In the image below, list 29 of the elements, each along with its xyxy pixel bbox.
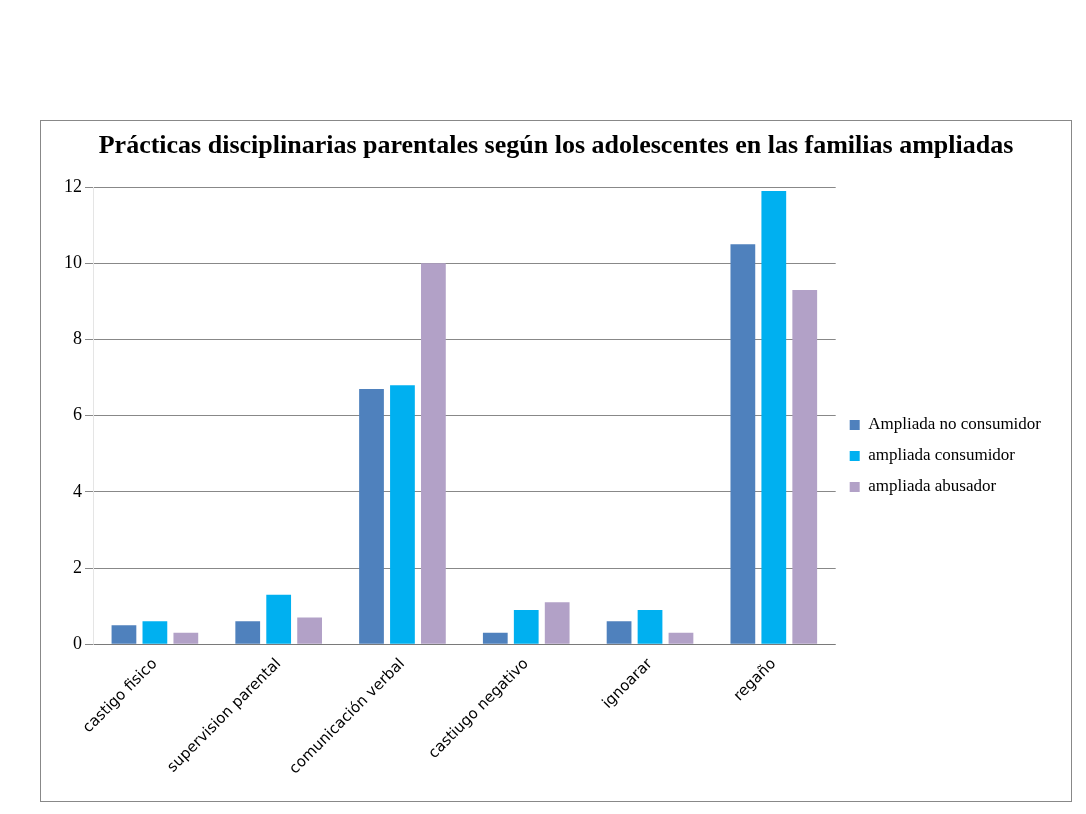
bar: [544, 602, 570, 644]
y-tick-label: 10: [64, 252, 82, 273]
y-tick-label: 2: [73, 556, 82, 577]
bar: [730, 244, 756, 644]
bar: [111, 625, 137, 644]
y-tick-label: 0: [73, 632, 82, 653]
legend-label: ampliada consumidor: [868, 445, 1016, 465]
bar: [173, 632, 199, 644]
bar: [606, 621, 632, 644]
chart-title: Prácticas disciplinarias parentales según los adolescentes en las familias ampliadas: [98, 130, 1014, 160]
y-tick-label: 12: [64, 175, 82, 196]
bar: [266, 594, 292, 644]
bar: [359, 389, 384, 644]
bar: [513, 609, 539, 644]
bar: [668, 632, 694, 644]
bar: [792, 290, 818, 644]
y-tick-label: 6: [73, 404, 82, 425]
legend-label: Ampliada no consumidor: [868, 414, 1042, 434]
bar: [761, 191, 787, 644]
bar: [297, 617, 322, 644]
legend-label: ampliada abusador: [868, 476, 997, 496]
bar: [142, 621, 168, 644]
bar: [390, 385, 415, 644]
y-tick-label: 8: [73, 328, 82, 349]
bar: [421, 263, 446, 644]
y-tick-label: 4: [73, 480, 82, 501]
bar: [637, 609, 663, 644]
bar: [482, 632, 508, 644]
bar: [235, 621, 261, 644]
